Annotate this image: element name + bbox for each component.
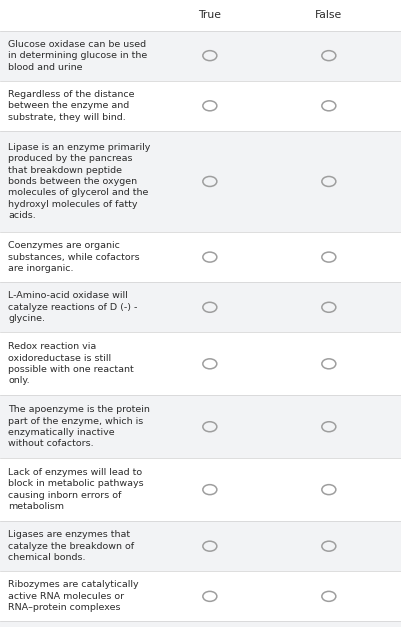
Bar	[0, 395, 401, 458]
Text: Lack of enzymes will lead to
block in metabolic pathways
causing inborn errors o: Lack of enzymes will lead to block in me…	[8, 468, 143, 511]
Text: Coenzymes are organic
substances, while cofactors
are inorganic.: Coenzymes are organic substances, while …	[8, 241, 139, 273]
Bar	[0, 621, 401, 627]
Text: True: True	[198, 10, 221, 20]
Bar	[0, 521, 401, 571]
Bar	[0, 81, 401, 131]
Bar	[0, 0, 401, 31]
Bar	[0, 282, 401, 332]
Text: Ligases are enzymes that
catalyze the breakdown of
chemical bonds.: Ligases are enzymes that catalyze the br…	[8, 530, 134, 562]
Text: Regardless of the distance
between the enzyme and
substrate, they will bind.: Regardless of the distance between the e…	[8, 90, 134, 122]
Bar	[0, 332, 401, 395]
Text: The apoenzyme is the protein
part of the enzyme, which is
enzymatically inactive: The apoenzyme is the protein part of the…	[8, 405, 150, 448]
Bar	[0, 131, 401, 232]
Bar	[0, 232, 401, 282]
Bar	[0, 31, 401, 81]
Text: False: False	[314, 10, 342, 20]
Text: Redox reaction via
oxidoreductase is still
possible with one reactant
only.: Redox reaction via oxidoreductase is sti…	[8, 342, 134, 386]
Text: L-Amino-acid oxidase will
catalyze reactions of D (-) -
glycine.: L-Amino-acid oxidase will catalyze react…	[8, 292, 137, 324]
Text: Lipase is an enzyme primarily
produced by the pancreas
that breakdown peptide
bo: Lipase is an enzyme primarily produced b…	[8, 142, 150, 220]
Bar	[0, 571, 401, 621]
Text: Glucose oxidase can be used
in determining glucose in the
blood and urine: Glucose oxidase can be used in determini…	[8, 40, 147, 71]
Bar	[0, 458, 401, 521]
Text: Ribozymes are catalytically
active RNA molecules or
RNA–protein complexes: Ribozymes are catalytically active RNA m…	[8, 581, 138, 613]
